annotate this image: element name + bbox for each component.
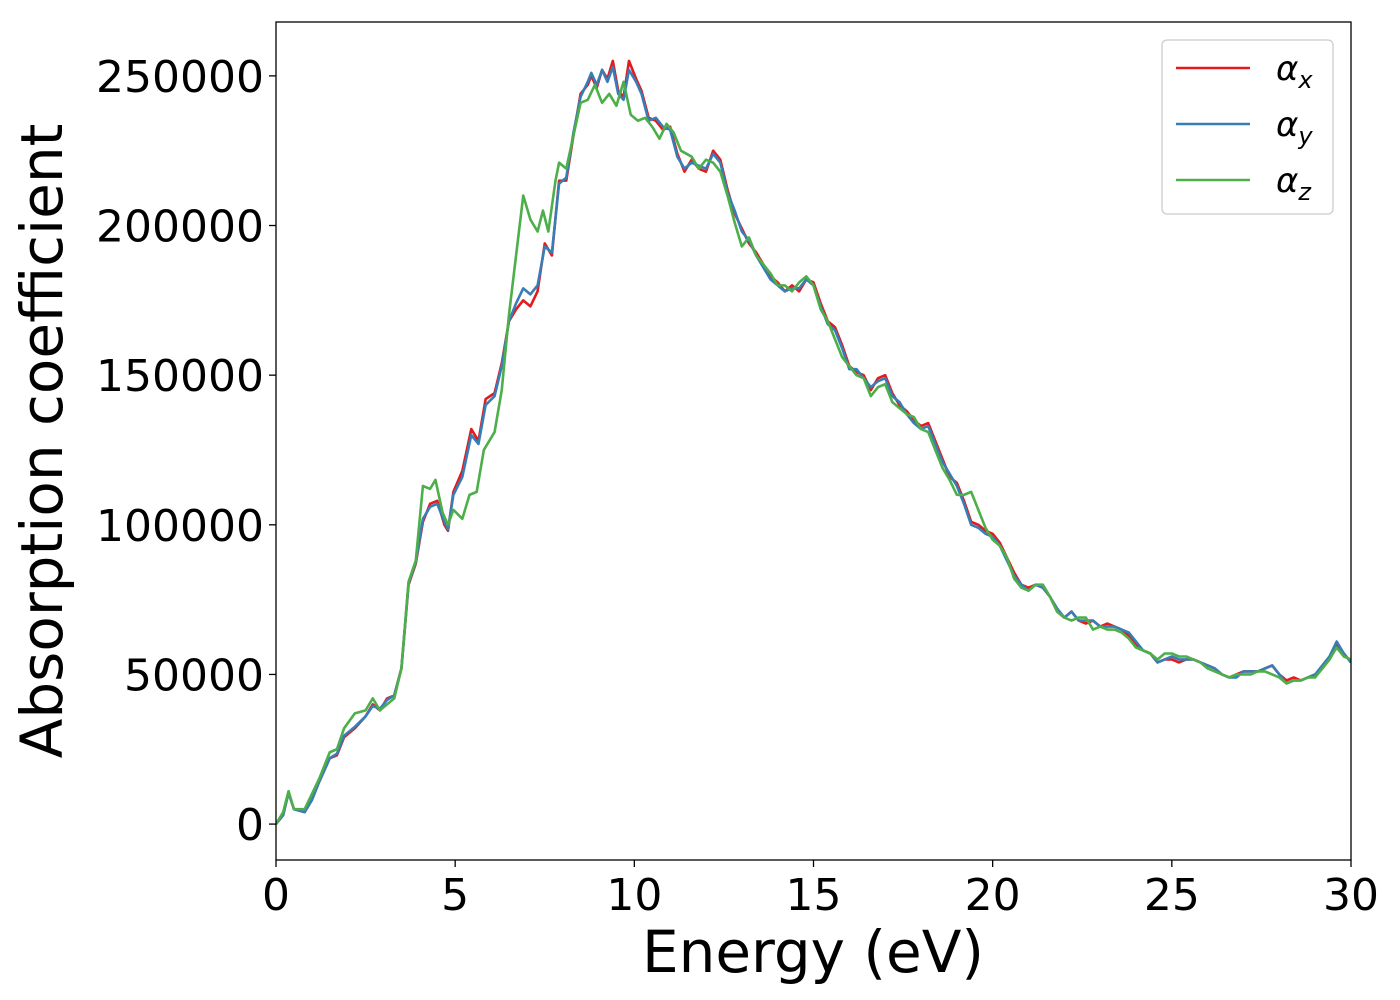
x-tick-label: 15 xyxy=(786,870,842,921)
y-tick-label: 250000 xyxy=(96,52,264,103)
y-tick-label: 0 xyxy=(236,800,264,851)
series-line-alpha-z xyxy=(276,80,1351,825)
y-tick-label: 200000 xyxy=(96,202,264,253)
y-tick-label: 150000 xyxy=(96,351,264,402)
legend-label-symbol: α xyxy=(1276,161,1298,201)
x-tick-label: 25 xyxy=(1144,870,1200,921)
y-tick-label: 50000 xyxy=(124,650,264,701)
legend-label-subscript: x xyxy=(1297,66,1313,94)
legend-label-alpha-z: αz xyxy=(1276,161,1312,206)
legend-label-alpha-y: αy xyxy=(1276,105,1313,150)
y-tick-label: 100000 xyxy=(96,501,264,552)
x-axis-title: Energy (eV) xyxy=(642,918,984,986)
legend-label-symbol: α xyxy=(1276,105,1298,145)
legend-label-subscript: y xyxy=(1297,122,1313,150)
x-tick-label: 5 xyxy=(441,870,469,921)
legend-label-subscript: z xyxy=(1297,178,1312,206)
x-tick-label: 0 xyxy=(262,870,290,921)
y-axis: 0 50000 100000 150000 200000 250000 xyxy=(96,52,276,851)
y-axis-title: Absorption coefficient xyxy=(8,124,76,759)
legend-label-alpha-x: αx xyxy=(1276,49,1313,94)
legend-frame xyxy=(1161,39,1334,215)
x-tick-label: 30 xyxy=(1323,870,1379,921)
x-axis: 0 5 10 15 20 25 30 xyxy=(262,860,1379,921)
x-tick-label: 20 xyxy=(965,870,1021,921)
x-tick-label: 10 xyxy=(606,870,662,921)
series-layer xyxy=(276,59,1351,825)
legend-label-symbol: α xyxy=(1276,49,1298,89)
